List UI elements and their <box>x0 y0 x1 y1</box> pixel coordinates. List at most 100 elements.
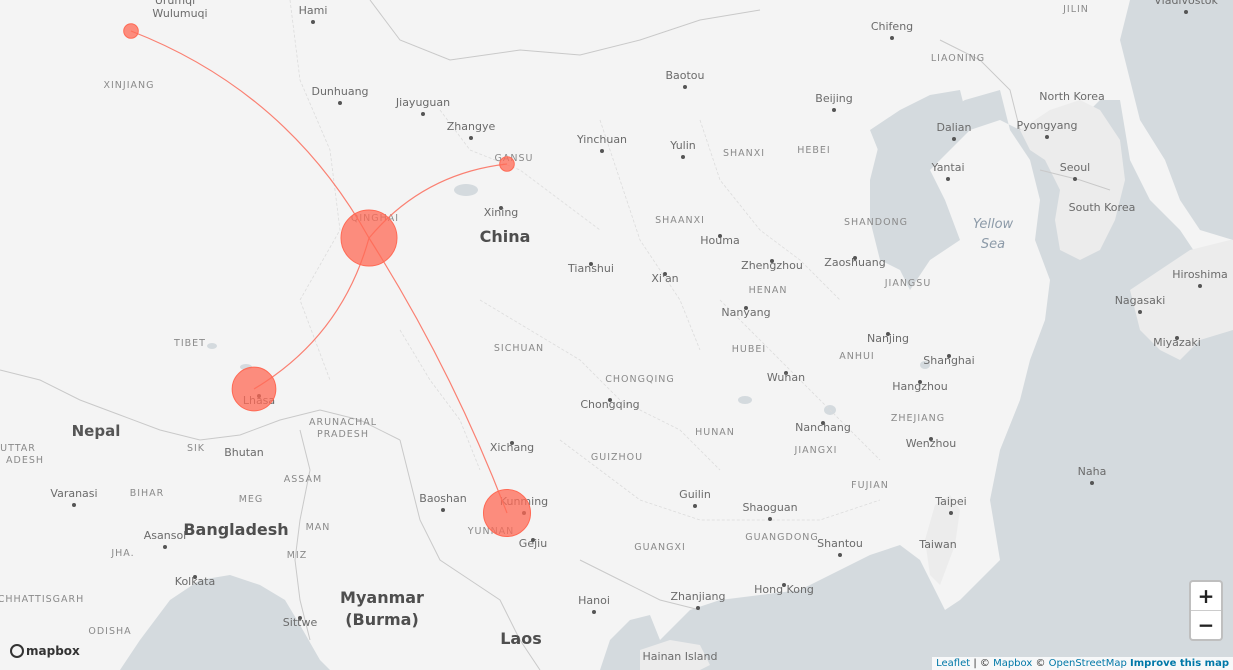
province-label: GUANGDONG <box>745 532 819 543</box>
city-dot <box>782 583 786 587</box>
city-label: Jiayuguan <box>395 96 450 109</box>
flow-circle-marker[interactable] <box>123 23 139 39</box>
city-dot <box>1138 310 1142 314</box>
province-label: MAN <box>306 522 331 533</box>
country-label: Laos <box>500 629 542 648</box>
flow-circle-marker[interactable] <box>340 209 398 267</box>
city-label: Xi'an <box>651 272 678 285</box>
improve-map-link[interactable]: Improve this map <box>1130 658 1229 669</box>
city-label: Zaoshuang <box>824 256 885 269</box>
province-label: MIZ <box>287 550 308 561</box>
city-label: Xichang <box>490 441 534 454</box>
zoom-in-button[interactable]: + <box>1197 584 1215 608</box>
city-dot <box>838 553 842 557</box>
zoom-out-button[interactable]: − <box>1191 610 1221 639</box>
city-dot <box>600 149 604 153</box>
sea-of-japan <box>1120 0 1233 240</box>
province-label: JIANGSU <box>884 278 932 289</box>
city-dot <box>681 155 685 159</box>
mapbox-link[interactable]: Mapbox <box>993 658 1033 669</box>
province-label: HUNAN <box>695 427 735 438</box>
city-dot <box>696 606 700 610</box>
country-label: Nepal <box>72 422 121 440</box>
city-dot <box>929 437 933 441</box>
south-china-sea <box>640 545 980 670</box>
flow-circle-marker[interactable] <box>231 366 277 412</box>
mapbox-logo[interactable]: mapbox <box>10 644 80 658</box>
city-dot <box>946 177 950 181</box>
city-dot <box>853 256 857 260</box>
flow-route[interactable] <box>130 30 370 239</box>
city-label: Hami <box>299 4 328 17</box>
city-dot <box>510 441 514 445</box>
province-label: ODISHA <box>88 626 131 637</box>
province-label: BIHAR <box>130 488 165 499</box>
city-label: North Korea <box>1039 90 1104 103</box>
city-label: Dunhuang <box>311 85 368 98</box>
province-label: CHONGQING <box>605 374 674 385</box>
city-label: Wuhan <box>767 371 805 384</box>
city-dot <box>499 206 503 210</box>
city-dot <box>1184 10 1188 14</box>
flow-circle-marker[interactable] <box>499 156 515 172</box>
province-borders <box>289 0 881 521</box>
japan-kyushu <box>1130 240 1233 360</box>
province-label: HEBEI <box>797 145 830 156</box>
province-label: ZHEJIANG <box>891 413 945 424</box>
city-dot <box>193 575 197 579</box>
city-dot <box>589 262 593 266</box>
city-label: South Korea <box>1069 201 1136 214</box>
city-label: Zhangye <box>447 120 496 133</box>
city-label: Beijing <box>815 92 852 105</box>
province-label: SIK <box>187 443 205 454</box>
osm-link[interactable]: OpenStreetMap <box>1048 658 1127 669</box>
flow-route[interactable] <box>368 237 508 514</box>
attribution-separator-2: © <box>1032 658 1049 669</box>
city-label: Nanchang <box>795 421 851 434</box>
city-label: Nagasaki <box>1115 294 1166 307</box>
city-dot <box>1073 177 1077 181</box>
city-label: Hong Kong <box>754 583 814 596</box>
city-dot <box>693 504 697 508</box>
city-label: Zhengzhou <box>741 259 803 272</box>
city-label: Wulumuqi <box>152 7 207 20</box>
province-label: HENAN <box>749 285 788 296</box>
city-label: Ürümqi <box>155 0 195 7</box>
mapbox-logo-icon <box>10 644 24 658</box>
city-dot <box>1175 336 1179 340</box>
province-label: UTTAR <box>0 443 36 454</box>
city-dot <box>886 332 890 336</box>
city-dot <box>832 108 836 112</box>
city-label: Tianshui <box>567 262 614 275</box>
sea-label: Sea <box>981 237 1005 252</box>
city-dot <box>311 20 315 24</box>
yellow-sea <box>870 90 1233 670</box>
province-label: ANHUI <box>839 351 875 362</box>
province-label: ARUNACHAL <box>309 417 377 428</box>
city-dot <box>949 511 953 515</box>
city-dot <box>683 85 687 89</box>
zoom-control: + − <box>1189 580 1223 641</box>
country-label: Myanmar <box>340 588 424 607</box>
city-label: Asansol <box>144 529 187 542</box>
province-label: GUIZHOU <box>591 452 643 463</box>
leaflet-link[interactable]: Leaflet <box>936 658 971 669</box>
city-dot <box>592 610 596 614</box>
attribution-separator-1: | © <box>970 658 994 669</box>
city-dot <box>663 272 667 276</box>
city-dot <box>1198 284 1202 288</box>
tai-lake <box>920 361 930 369</box>
country-label: Bangladesh <box>183 520 288 539</box>
flow-circle-marker[interactable] <box>482 488 532 538</box>
city-label: Shantou <box>817 537 863 550</box>
city-label: Vladivostok <box>1154 0 1218 7</box>
province-label: JILIN <box>1062 4 1089 15</box>
lake-tibet-1 <box>207 343 217 349</box>
city-dot <box>770 259 774 263</box>
city-label: Nanyang <box>721 306 770 319</box>
city-label: Xining <box>484 206 519 219</box>
bay-of-bengal <box>120 575 330 670</box>
attribution-bar: Leaflet | © Mapbox © OpenStreetMap Impro… <box>932 657 1233 670</box>
